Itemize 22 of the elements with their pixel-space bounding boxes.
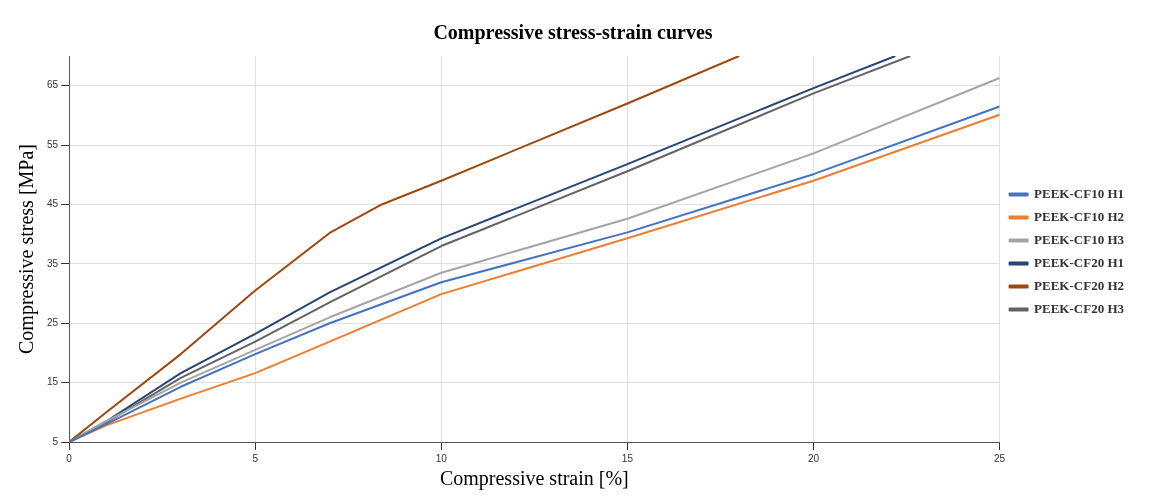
legend-label: PEEK-CF10 H2 bbox=[1034, 208, 1125, 224]
y-tick-label: 35 bbox=[47, 257, 59, 269]
x-tick-label: 15 bbox=[621, 452, 634, 464]
legend-label: PEEK-CF20 H3 bbox=[1034, 300, 1125, 316]
x-tick-label: 0 bbox=[66, 452, 73, 464]
y-tick-label: 15 bbox=[47, 376, 59, 388]
x-tick-label: 10 bbox=[435, 452, 448, 464]
x-axis-title: Compressive strain [%] bbox=[439, 467, 629, 491]
legend-label: PEEK-CF10 H3 bbox=[1034, 231, 1125, 247]
y-tick-label: 5 bbox=[52, 435, 59, 447]
y-tick-label: 55 bbox=[47, 138, 59, 150]
legend-label: PEEK-CF20 H1 bbox=[1034, 254, 1125, 270]
y-tick-label: 45 bbox=[47, 198, 59, 210]
y-axis-title: Compressive stress [MPa] bbox=[15, 144, 39, 354]
x-tick-label: 5 bbox=[252, 452, 259, 464]
x-tick-label: 20 bbox=[807, 452, 820, 464]
legend-label: PEEK-CF10 H1 bbox=[1034, 185, 1125, 201]
legend-label: PEEK-CF20 H2 bbox=[1034, 277, 1125, 293]
y-tick-label: 25 bbox=[47, 316, 59, 328]
y-tick-label: 65 bbox=[47, 79, 59, 91]
chart-title: Compressive stress-strain curves bbox=[433, 21, 713, 45]
x-tick-label: 25 bbox=[994, 452, 1006, 464]
